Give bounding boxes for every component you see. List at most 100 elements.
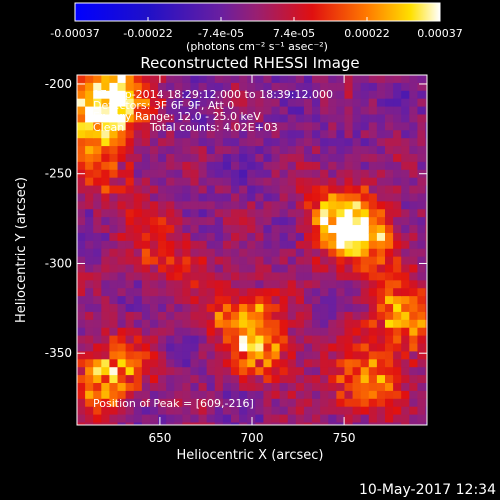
heatmap-cell: [239, 130, 248, 139]
heatmap-cell: [239, 327, 248, 337]
heatmap-cell: [263, 122, 273, 131]
heatmap-cell: [368, 390, 378, 400]
heatmap-cell: [182, 106, 192, 116]
heatmap-cell: [222, 414, 232, 424]
heatmap-cell: [360, 217, 370, 226]
heatmap-cell: [174, 398, 183, 408]
heatmap-cell: [417, 280, 427, 289]
heatmap-cell: [360, 138, 370, 147]
heatmap-cell: [320, 390, 329, 400]
heatmap-cell: [401, 288, 410, 297]
heatmap-cell: [174, 406, 183, 416]
heatmap-cell: [417, 383, 427, 392]
heatmap-cell: [263, 406, 273, 416]
heatmap-cell: [401, 296, 410, 305]
heatmap-cell: [109, 122, 119, 131]
heatmap-cell: [271, 256, 281, 266]
heatmap-cell: [101, 185, 111, 195]
heatmap-cell: [385, 406, 394, 416]
heatmap-cell: [133, 398, 143, 408]
heatmap-cell: [368, 138, 378, 147]
heatmap-cell: [141, 193, 151, 202]
heatmap-cell: [182, 209, 192, 218]
heatmap-cell: [222, 256, 232, 266]
heatmap-cell: [158, 201, 167, 210]
heatmap-cell: [393, 122, 402, 131]
heatmap-cell: [222, 82, 232, 92]
heatmap-cell: [376, 248, 386, 258]
heatmap-cell: [166, 280, 175, 289]
heatmap-cell: [271, 367, 281, 376]
heatmap-cell: [206, 359, 216, 368]
heatmap-cell: [255, 359, 265, 368]
heatmap-cell: [360, 209, 370, 218]
heatmap-cell: [125, 272, 135, 281]
heatmap-cell: [158, 398, 167, 408]
heatmap-cell: [255, 161, 265, 171]
heatmap-cell: [149, 383, 159, 392]
heatmap-cell: [336, 130, 346, 139]
heatmap-cell: [174, 201, 183, 210]
heatmap-cell: [263, 422, 273, 425]
heatmap-cell: [409, 296, 419, 305]
heatmap-cell: [303, 232, 313, 242]
heatmap-cell: [109, 296, 119, 305]
heatmap-cell: [182, 217, 192, 226]
heatmap-cell: [303, 288, 313, 297]
heatmap-cell: [336, 75, 346, 84]
heatmap-cell: [133, 248, 143, 258]
heatmap-cell: [344, 232, 354, 242]
heatmap-cell: [287, 90, 297, 100]
heatmap-cell: [409, 98, 419, 108]
heatmap-cell: [247, 232, 256, 242]
heatmap-cell: [279, 225, 289, 234]
heatmap-cell: [231, 272, 240, 281]
heatmap-cell: [101, 240, 111, 250]
heatmap-cell: [255, 217, 265, 226]
heatmap-cell: [344, 106, 354, 116]
heatmap-cell: [344, 422, 354, 425]
heatmap-cell: [190, 153, 200, 163]
heatmap-cell: [352, 256, 362, 266]
heatmap-cell: [409, 114, 419, 123]
heatmap-cell: [222, 422, 232, 425]
heatmap-cell: [393, 288, 402, 297]
heatmap-cell: [166, 161, 175, 171]
heatmap-cell: [214, 319, 224, 329]
heatmap-cell: [239, 146, 248, 155]
heatmap-cell: [166, 138, 175, 147]
heatmap-cell: [279, 422, 289, 425]
heatmap-cell: [206, 343, 216, 353]
heatmap-cell: [295, 351, 305, 360]
heatmap-cell: [385, 359, 394, 368]
footer-timestamp: 10-May-2017 12:34: [359, 482, 496, 498]
heatmap-cell: [255, 185, 265, 195]
colorbar: [74, 2, 441, 22]
heatmap-cell: [117, 122, 127, 131]
heatmap-cell: [279, 138, 289, 147]
heatmap-cell: [133, 343, 143, 353]
heatmap-cell: [117, 280, 127, 289]
heatmap-cell: [141, 122, 151, 131]
heatmap-cell: [166, 122, 175, 131]
heatmap-cell: [352, 296, 362, 305]
heatmap-cell: [255, 232, 265, 242]
heatmap-cell: [133, 217, 143, 226]
heatmap-cell: [214, 264, 224, 274]
heatmap-cell: [409, 351, 419, 360]
heatmap-cell: [133, 138, 143, 147]
heatmap-cell: [101, 398, 111, 408]
heatmap-cell: [271, 130, 281, 139]
heatmap-cell: [417, 209, 427, 218]
heatmap-cell: [182, 359, 192, 368]
heatmap-cell: [214, 90, 224, 100]
heatmap-cell: [336, 264, 346, 274]
heatmap-cell: [109, 153, 119, 163]
heatmap-cell: [425, 98, 427, 108]
heatmap-cell: [368, 75, 378, 84]
heatmap-cell: [344, 414, 354, 424]
heatmap-cell: [279, 240, 289, 250]
heatmap-cell: [263, 146, 273, 155]
heatmap-cell: [158, 225, 167, 234]
